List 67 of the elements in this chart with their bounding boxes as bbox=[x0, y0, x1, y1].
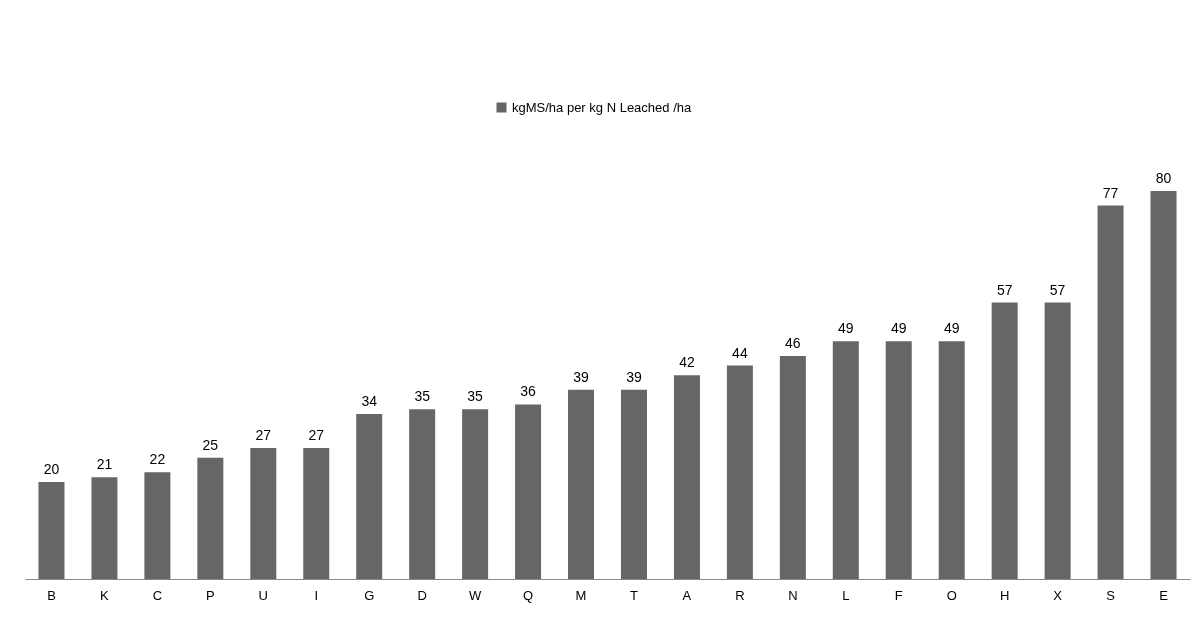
x-tick-label: G bbox=[364, 587, 375, 603]
data-label: 39 bbox=[573, 368, 590, 385]
x-tick-label: F bbox=[894, 587, 903, 603]
data-label: 36 bbox=[520, 383, 537, 400]
data-label: 27 bbox=[255, 427, 272, 444]
x-tick-label: K bbox=[100, 587, 110, 603]
bar bbox=[356, 414, 383, 579]
data-label: 49 bbox=[943, 320, 960, 337]
bar bbox=[568, 389, 595, 579]
bar bbox=[832, 341, 859, 579]
bar bbox=[938, 341, 965, 579]
bar bbox=[1044, 302, 1071, 579]
x-tick-label: A bbox=[682, 587, 692, 603]
x-tick-label: M bbox=[575, 587, 587, 603]
x-tick-label: X bbox=[1053, 587, 1063, 603]
bar bbox=[620, 389, 647, 579]
x-tick-label: O bbox=[946, 587, 957, 603]
legend-label: kgMS/ha per kg N Leached /ha bbox=[512, 99, 692, 115]
bar bbox=[144, 472, 171, 579]
x-tick-label: L bbox=[842, 587, 850, 603]
x-tick-label: U bbox=[258, 587, 268, 603]
x-tick-label: W bbox=[468, 587, 482, 603]
bar bbox=[991, 302, 1018, 579]
x-tick-label: T bbox=[630, 587, 638, 603]
x-tick-label: E bbox=[1159, 587, 1169, 603]
x-tick-label: R bbox=[735, 587, 745, 603]
bar bbox=[885, 341, 912, 579]
bar bbox=[1150, 191, 1177, 579]
data-label: 44 bbox=[732, 344, 748, 361]
bar bbox=[38, 482, 65, 579]
bar bbox=[250, 448, 277, 579]
bar bbox=[303, 448, 330, 579]
x-tick-label: C bbox=[152, 587, 163, 603]
x-tick-label: N bbox=[788, 587, 798, 603]
data-label: 34 bbox=[361, 393, 378, 410]
data-label: 21 bbox=[96, 456, 113, 473]
data-label: 57 bbox=[1049, 281, 1066, 298]
bar bbox=[515, 404, 542, 579]
x-tick-label: S bbox=[1106, 587, 1116, 603]
data-label: 42 bbox=[679, 354, 695, 371]
x-tick-label: D bbox=[417, 587, 427, 603]
x-tick-label: P bbox=[206, 587, 215, 603]
bar bbox=[197, 457, 224, 579]
x-tick-label: Q bbox=[523, 587, 534, 603]
data-label: 77 bbox=[1102, 184, 1119, 201]
bar bbox=[1097, 205, 1124, 579]
data-label: 57 bbox=[996, 281, 1013, 298]
data-label: 20 bbox=[43, 461, 60, 477]
data-label: 80 bbox=[1155, 170, 1172, 186]
x-tick-label: I bbox=[314, 587, 319, 603]
bar bbox=[462, 409, 489, 579]
bar bbox=[673, 375, 700, 579]
data-label: 25 bbox=[202, 436, 219, 453]
bar bbox=[779, 355, 806, 579]
x-tick-label: B bbox=[47, 587, 56, 603]
bar bbox=[726, 365, 753, 579]
data-label: 35 bbox=[414, 388, 431, 405]
data-label: 35 bbox=[467, 388, 484, 405]
data-label: 27 bbox=[308, 427, 325, 444]
bar bbox=[409, 409, 436, 579]
data-label: 22 bbox=[149, 451, 166, 468]
x-tick-label: H bbox=[999, 587, 1010, 603]
data-label: 39 bbox=[626, 368, 642, 385]
data-label: 46 bbox=[785, 334, 801, 351]
data-label: 49 bbox=[890, 320, 907, 337]
data-label: 49 bbox=[838, 320, 854, 337]
bar bbox=[91, 477, 118, 579]
